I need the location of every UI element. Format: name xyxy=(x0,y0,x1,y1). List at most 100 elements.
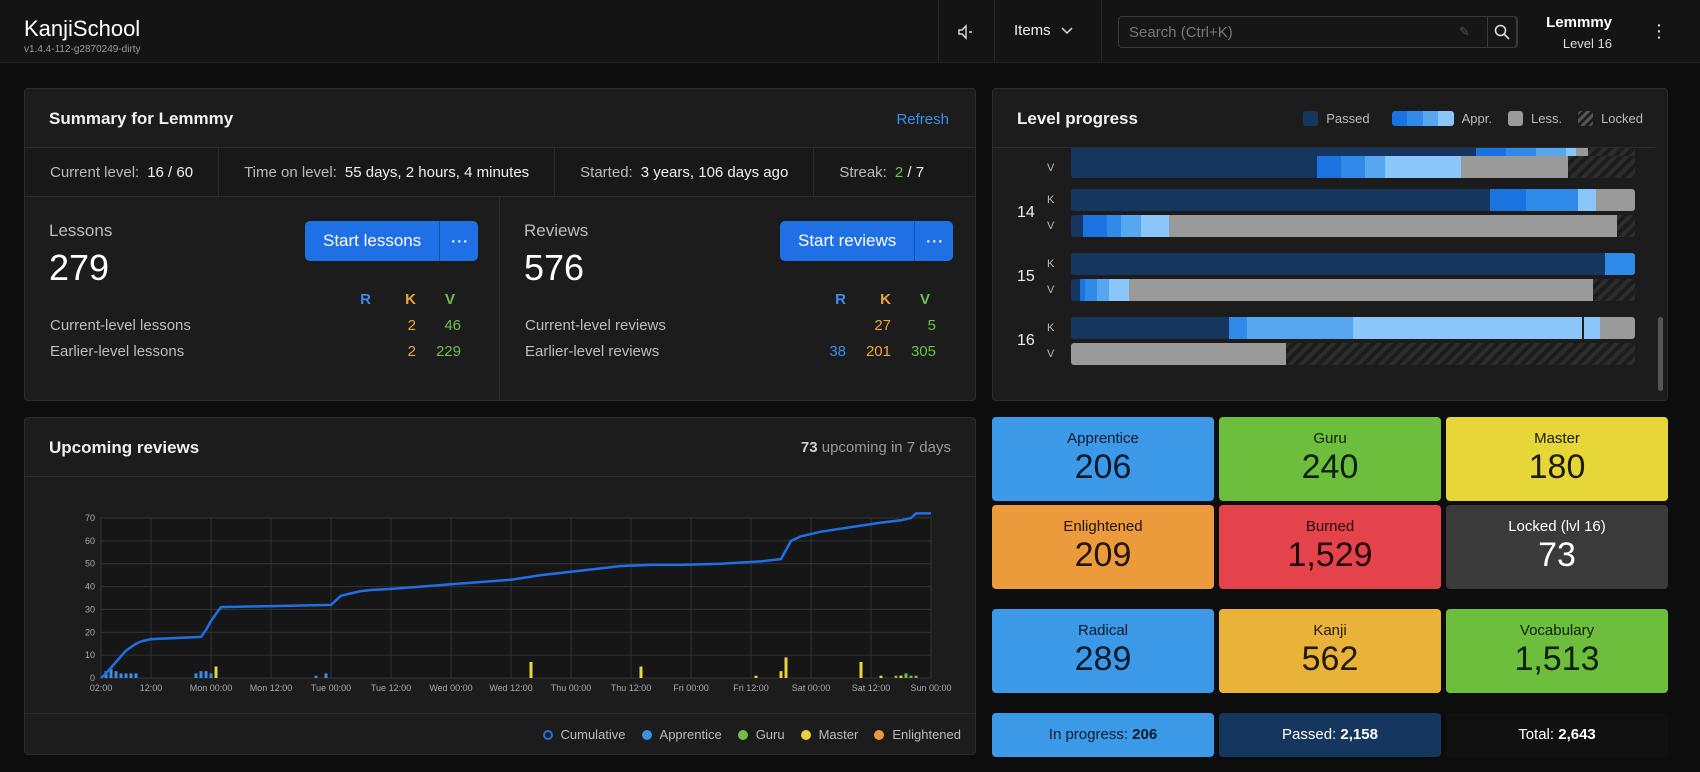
y-tick-label: 40 xyxy=(85,582,95,592)
refresh-link[interactable]: Refresh xyxy=(896,111,949,128)
bar-apprentice xyxy=(204,671,208,678)
bar-apprentice xyxy=(134,673,138,678)
bar-guru xyxy=(894,675,898,678)
start-reviews-split-button: Start reviews ⋯ xyxy=(780,221,954,261)
level-14-vocab-bar xyxy=(1071,215,1635,237)
locked-tile[interactable]: Locked (lvl 16) 73 xyxy=(1446,505,1668,589)
passed-tile[interactable]: Passed: 2,158 xyxy=(1219,713,1441,757)
radical-tile[interactable]: Radical 289 xyxy=(992,609,1214,693)
x-tick-label: Sat 00:00 xyxy=(792,683,831,693)
tile-value: 240 xyxy=(1301,448,1359,486)
earlier-level-reviews-label: Earlier-level reviews xyxy=(525,343,660,360)
legend-apprentice[interactable]: Apprentice xyxy=(641,727,722,742)
kanji-tile[interactable]: Kanji 562 xyxy=(1219,609,1441,693)
x-tick-label: Tue 00:00 xyxy=(311,683,351,693)
lessons-more-button[interactable]: ⋯ xyxy=(450,231,469,251)
bar-master xyxy=(639,666,643,678)
guru-tile[interactable]: Guru 240 xyxy=(1219,417,1441,501)
tile-label: Burned xyxy=(1305,518,1355,535)
bar-apprentice xyxy=(119,673,123,678)
start-reviews-button[interactable]: Start reviews xyxy=(780,221,916,261)
x-tick-label: Fri 00:00 xyxy=(673,683,709,693)
tile-value: 209 xyxy=(1074,536,1132,574)
tile-value: 562 xyxy=(1301,640,1359,678)
legend-guru[interactable]: Guru xyxy=(737,727,785,742)
upcoming-legend: Cumulative Apprentice Guru Master Enligh… xyxy=(542,727,961,742)
legend-cumulative[interactable]: Cumulative xyxy=(542,727,626,742)
bar-apprentice xyxy=(314,675,318,678)
app-version: v1.4.4-112-g2870249-dirty xyxy=(24,44,141,55)
search-input[interactable] xyxy=(1129,17,1459,47)
reviews-label: Reviews xyxy=(524,221,589,240)
bar-master xyxy=(779,671,783,678)
in-progress-label: In progress: xyxy=(1048,726,1128,743)
earlier-reviews-r: 38 xyxy=(829,343,846,360)
total-tile[interactable]: Total: 2,643 xyxy=(1446,713,1668,757)
y-tick-label: 0 xyxy=(90,673,95,683)
tile-label: Guru xyxy=(1313,430,1347,447)
x-tick-label: Wed 12:00 xyxy=(489,683,532,693)
items-menu-button[interactable]: Items xyxy=(1014,22,1073,39)
passed-label: Passed: xyxy=(1282,726,1337,743)
level-14-kanji-bar xyxy=(1071,189,1635,211)
upcoming-title: Upcoming reviews xyxy=(49,438,200,457)
divider xyxy=(25,476,975,477)
x-tick-label: Wed 00:00 xyxy=(429,683,472,693)
x-tick-label: Mon 00:00 xyxy=(190,683,233,693)
reviews-more-button[interactable]: ⋯ xyxy=(925,231,944,251)
legend-locked-swatch xyxy=(1578,111,1594,126)
divider xyxy=(25,713,975,714)
tile-value: 180 xyxy=(1528,448,1586,486)
y-tick-label: 20 xyxy=(85,627,95,637)
reviews-count: 576 xyxy=(524,247,585,288)
master-tile[interactable]: Master 180 xyxy=(1446,417,1668,501)
legend-master[interactable]: Master xyxy=(800,727,858,742)
current-reviews-v: 5 xyxy=(927,317,936,334)
search-button[interactable] xyxy=(1487,16,1517,48)
upcoming-reviews-chart[interactable]: 0 10 20 30 40 50 60 70 02:00 12:00 Mon 00:00 Mon 12… xyxy=(69,506,961,706)
tile-value: 206 xyxy=(1074,448,1132,486)
x-tick-label: Thu 00:00 xyxy=(551,683,592,693)
bar-apprentice xyxy=(209,673,213,678)
enlightened-tile[interactable]: Enlightened 209 xyxy=(992,505,1214,589)
vocab-label: V xyxy=(1047,162,1055,174)
x-tick-label: Sun 00:00 xyxy=(910,683,951,693)
summary-panel: Summary for Lemmmy Refresh Current level… xyxy=(24,88,976,401)
top-navbar: KanjiSchool v1.4.4-112-g2870249-dirty It… xyxy=(0,0,1700,63)
lessons-section: Lessons 279 Start lessons ⋯ R K V Curren… xyxy=(25,197,500,401)
bar-guru xyxy=(914,675,918,678)
legend-appr-swatch xyxy=(1391,111,1454,126)
bar-master xyxy=(754,675,758,678)
kanji-label: K xyxy=(1047,258,1055,270)
more-vertical-icon[interactable]: ⋮ xyxy=(1650,21,1668,41)
level-16-kanji-bar xyxy=(1071,317,1635,339)
scrollbar-thumb[interactable] xyxy=(1658,317,1663,391)
in-progress-tile[interactable]: In progress: 206 xyxy=(992,713,1214,757)
legend-passed-swatch xyxy=(1303,111,1319,126)
level-number: 14 xyxy=(1017,204,1035,221)
speaker-icon[interactable] xyxy=(956,22,976,42)
vocabulary-tile[interactable]: Vocabulary 1,513 xyxy=(1446,609,1668,693)
apprentice-tile[interactable]: Apprentice 206 xyxy=(992,417,1214,501)
stat-time-on-level: Time on level: 55 days, 2 hours, 4 minute… xyxy=(219,148,556,196)
user-level: Level 16 xyxy=(1562,36,1612,51)
tile-value: 1,529 xyxy=(1287,536,1373,574)
x-tick-label: Sat 12:00 xyxy=(852,683,891,693)
level-number: 16 xyxy=(1017,332,1035,349)
start-lessons-button[interactable]: Start lessons xyxy=(305,221,441,261)
legend-enlightened[interactable]: Enlightened xyxy=(874,727,961,742)
legend-locked: Locked xyxy=(1601,111,1643,126)
y-tick-label: 70 xyxy=(85,513,95,523)
brand[interactable]: KanjiSchool v1.4.4-112-g2870249-dirty xyxy=(24,18,141,56)
user-menu[interactable]: Lemmmy Level 16 xyxy=(1546,14,1612,51)
tile-label: Vocabulary xyxy=(1519,622,1595,639)
current-reviews-k: 27 xyxy=(874,317,891,334)
items-label: Items xyxy=(1014,22,1051,39)
divider xyxy=(1101,0,1102,63)
search-box: ✎ xyxy=(1118,16,1518,48)
level-progress-rows[interactable]: V 14 K V 15 K V 16 K V xyxy=(993,147,1655,401)
col-header-k: K xyxy=(880,291,891,308)
lessons-label: Lessons xyxy=(49,221,113,240)
burned-tile[interactable]: Burned 1,529 xyxy=(1219,505,1441,589)
tile-value: 1,513 xyxy=(1514,640,1600,678)
